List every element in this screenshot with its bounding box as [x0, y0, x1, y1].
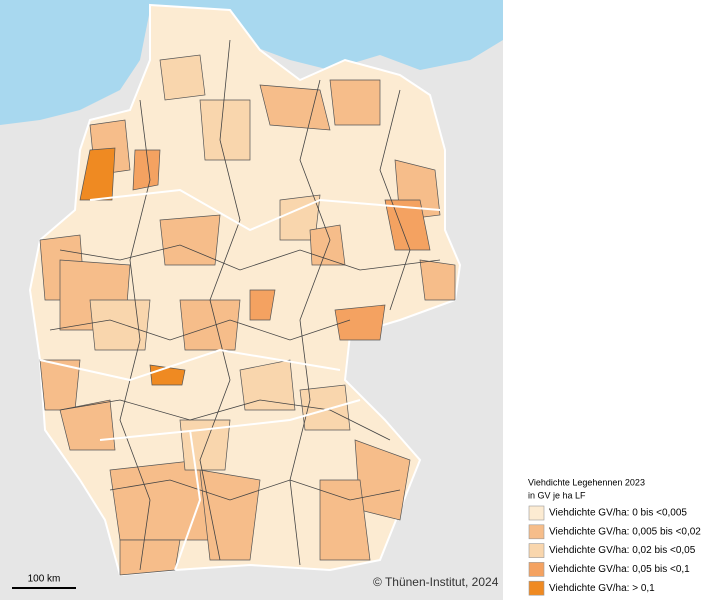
district-border: [59, 399, 391, 441]
district: [199, 469, 261, 561]
state-border: [39, 348, 341, 382]
district-border: [379, 89, 411, 311]
district: [132, 149, 161, 191]
district: [89, 299, 151, 351]
copyright: © Thünen-Institut, 2024: [373, 575, 499, 589]
district: [59, 399, 116, 451]
district: [159, 54, 206, 101]
legend-swatch: [528, 543, 545, 558]
legend-subtitle: in GV je ha LF: [528, 490, 586, 500]
legend-label: Viehdichte GV/ha: 0,005 bis <0,02: [549, 526, 701, 537]
district: [334, 304, 386, 341]
district-border: [49, 319, 351, 341]
state-borders: [39, 188, 441, 571]
legend-label: Viehdichte GV/ha: 0,02 bis <0,05: [549, 545, 696, 556]
district: [419, 259, 456, 301]
legend-swatch: [528, 562, 545, 577]
state-border: [99, 399, 361, 441]
sea: [0, 0, 503, 125]
district: [79, 147, 116, 201]
district: [159, 214, 221, 266]
district-border: [289, 79, 331, 566]
legend-swatch: [528, 524, 545, 540]
district: [249, 289, 276, 321]
district-border: [199, 39, 241, 561]
district: [319, 479, 371, 561]
district: [259, 84, 331, 131]
district: [179, 299, 241, 351]
district-borders: [49, 39, 441, 571]
state-border: [89, 188, 441, 232]
legend-label: Viehdichte GV/ha: 0 bis <0,005: [549, 508, 687, 519]
district: [119, 539, 181, 576]
district: [179, 419, 231, 471]
legend-label: Viehdichte GV/ha: 0,05 bis <0,1: [549, 564, 690, 575]
district-border: [119, 99, 151, 571]
district: [329, 79, 381, 126]
state-border: [174, 429, 202, 571]
district: [299, 384, 351, 431]
district-border: [59, 244, 441, 271]
district: [239, 359, 296, 411]
legend-swatch: [528, 505, 545, 521]
district-border: [109, 479, 401, 501]
legend-swatch: [528, 580, 545, 596]
legend-label: Viehdichte GV/ha: > 0,1: [549, 583, 655, 594]
scale-label: 100 km: [28, 574, 61, 585]
district: [199, 99, 251, 161]
germany-outline: [28, 3, 462, 577]
legend-title: Viehdichte Legehennen 2023: [528, 477, 645, 487]
germany-map: [28, 3, 462, 577]
